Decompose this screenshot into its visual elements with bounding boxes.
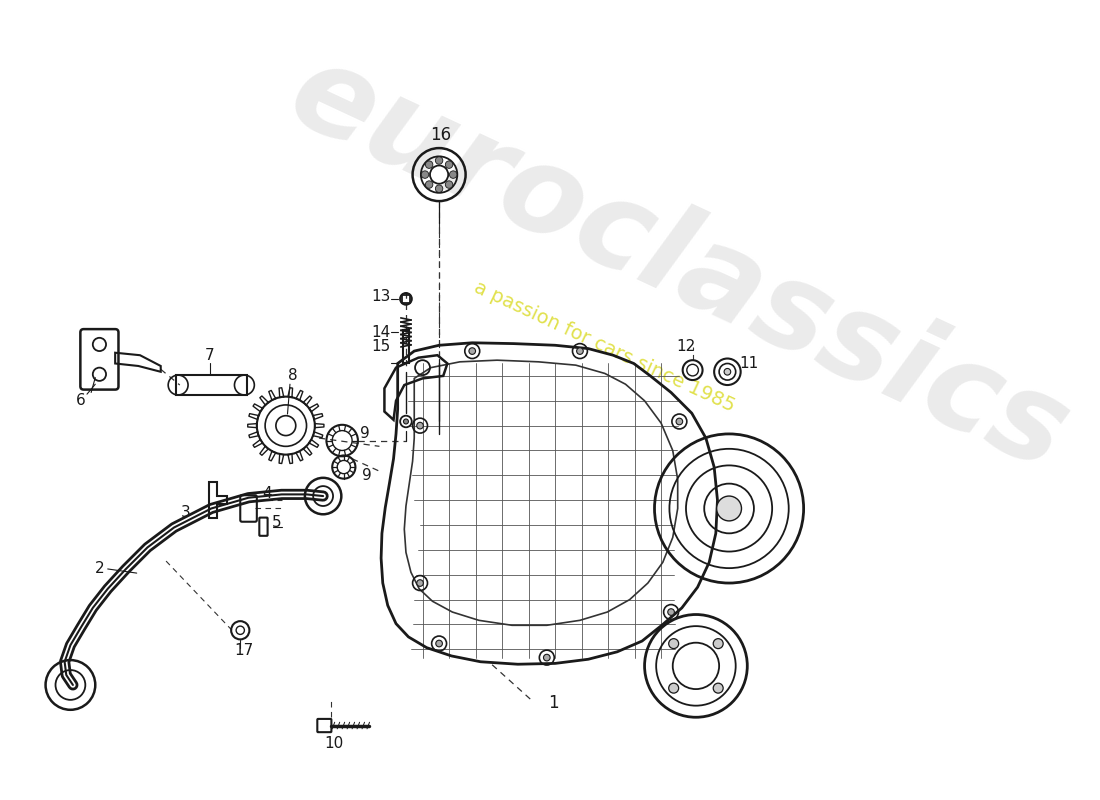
- Text: 8: 8: [287, 369, 297, 383]
- Text: 9: 9: [362, 468, 372, 483]
- Circle shape: [426, 161, 433, 168]
- Circle shape: [436, 185, 443, 193]
- Circle shape: [436, 157, 443, 164]
- Text: 9: 9: [361, 426, 371, 442]
- Circle shape: [543, 654, 550, 661]
- Text: 15: 15: [372, 339, 390, 354]
- Text: 17: 17: [234, 643, 253, 658]
- Circle shape: [669, 638, 679, 649]
- Text: 10: 10: [324, 736, 343, 751]
- Text: 3: 3: [180, 505, 190, 520]
- Text: 7: 7: [205, 348, 214, 362]
- Circle shape: [417, 422, 424, 429]
- Text: 13: 13: [372, 289, 390, 304]
- Circle shape: [576, 348, 583, 354]
- Circle shape: [724, 369, 730, 375]
- Circle shape: [469, 348, 475, 354]
- Bar: [402, 294, 410, 303]
- Circle shape: [450, 171, 456, 178]
- Text: 6: 6: [76, 394, 86, 408]
- Text: 1: 1: [548, 694, 559, 712]
- Circle shape: [404, 419, 408, 424]
- Text: euroclassics: euroclassics: [273, 33, 1087, 495]
- Circle shape: [669, 683, 679, 693]
- Text: 16: 16: [430, 126, 451, 144]
- Circle shape: [713, 638, 723, 649]
- Text: 5: 5: [272, 515, 282, 530]
- Circle shape: [446, 181, 453, 188]
- Circle shape: [426, 181, 433, 188]
- Circle shape: [446, 161, 453, 168]
- Text: a passion for cars since 1985: a passion for cars since 1985: [471, 278, 738, 416]
- Text: 4: 4: [262, 486, 272, 501]
- Bar: [176, 375, 246, 395]
- Circle shape: [436, 640, 442, 647]
- Circle shape: [713, 683, 723, 693]
- Text: 12: 12: [676, 339, 695, 354]
- Circle shape: [716, 496, 741, 521]
- Text: 2: 2: [95, 562, 104, 577]
- Circle shape: [668, 609, 674, 615]
- Text: 11: 11: [739, 356, 759, 371]
- Circle shape: [421, 171, 429, 178]
- Circle shape: [417, 580, 424, 586]
- Circle shape: [676, 418, 683, 425]
- Text: 14: 14: [372, 325, 390, 340]
